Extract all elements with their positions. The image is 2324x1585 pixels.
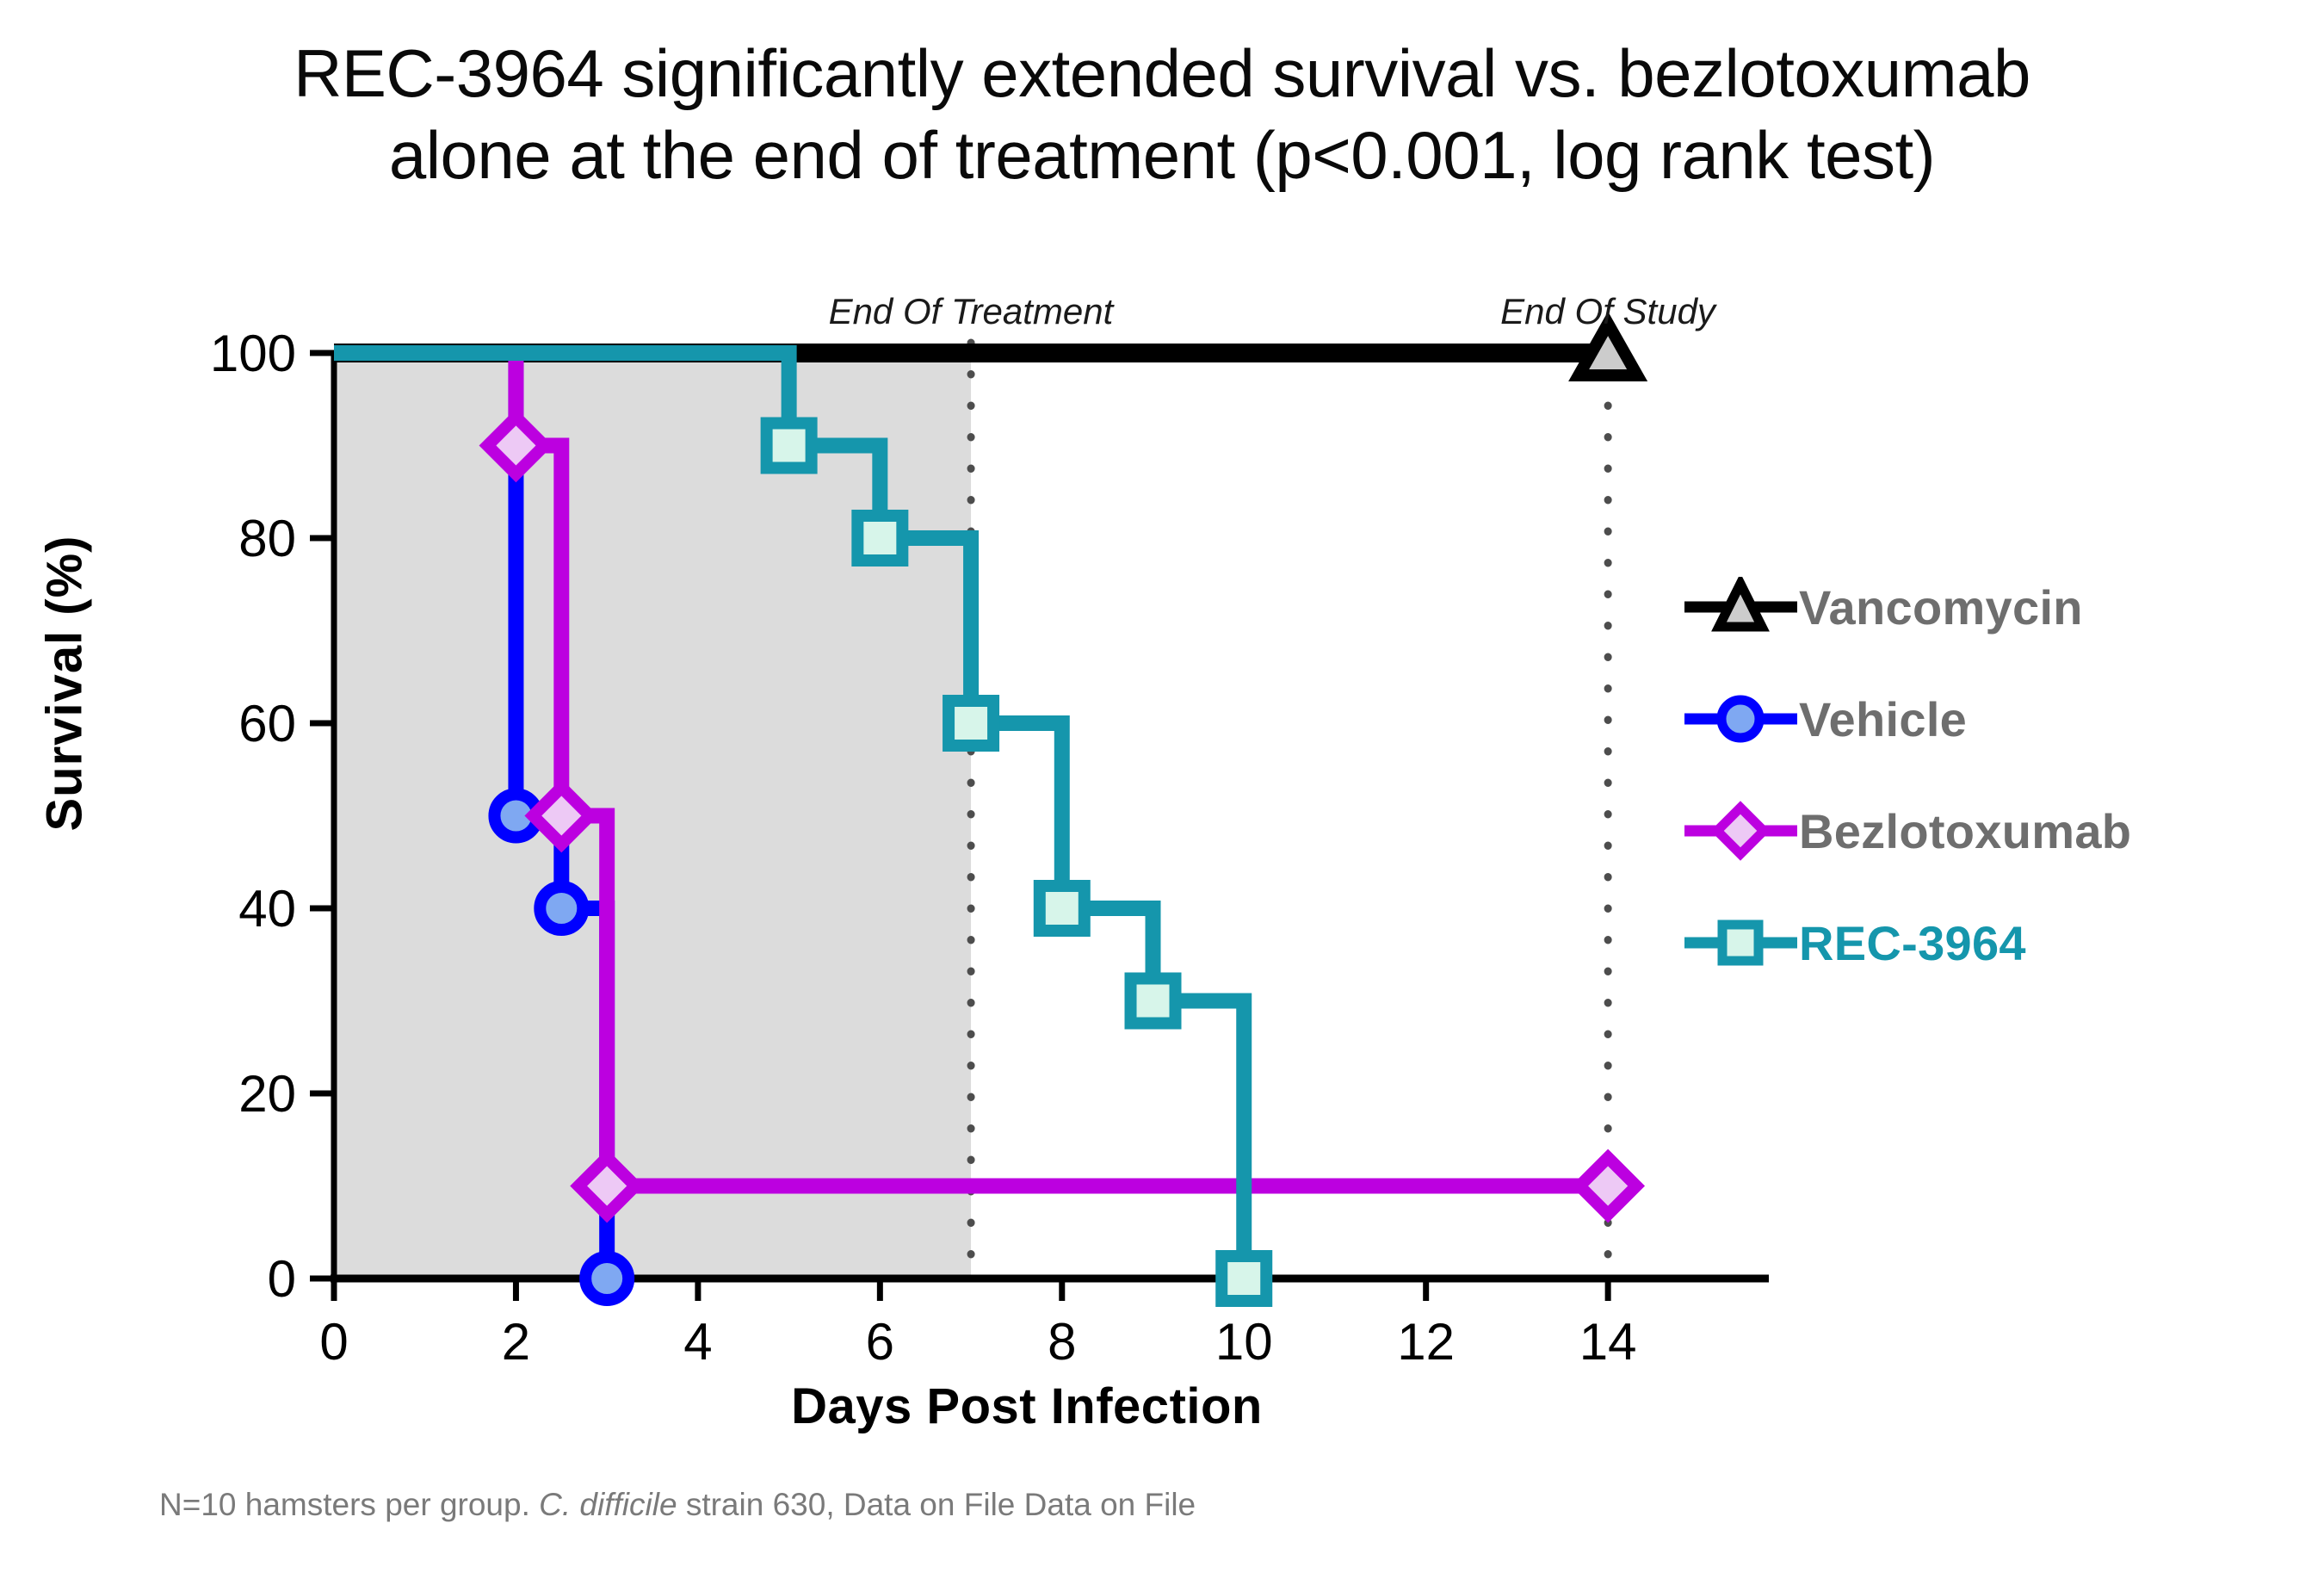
y-tick-label: 40 (238, 880, 296, 938)
marker-square-rec-3964 (1124, 972, 1182, 1030)
legend-label-bezlotoxumab: Bezlotoxumab (1799, 803, 2132, 858)
x-tick-label: 8 (1048, 1313, 1076, 1371)
series-line-bezlotoxumab (334, 345, 1609, 1194)
marker-square-rec-3964 (851, 510, 909, 567)
legend-label-rec-3964: REC-3964 (1799, 915, 2026, 970)
x-tick-label: 6 (866, 1313, 894, 1371)
legend-label-vehicle: Vehicle (1799, 691, 1968, 746)
x-tick-label: 0 (319, 1313, 348, 1371)
chart-title-line-1: REC-3964 significantly extended survival… (294, 35, 2030, 111)
y-tick-label: 0 (268, 1250, 296, 1308)
marker-square-rec-3964 (943, 695, 1000, 752)
marker-diamond-bezlotoxumab (479, 408, 553, 483)
footnote-part-1: N=10 hamsters per group. (159, 1487, 540, 1522)
marker-diamond-bezlotoxumab (570, 1149, 645, 1223)
y-tick-label: 100 (210, 325, 296, 382)
marker-triangle-vancomycin (1568, 311, 1648, 381)
x-tick-label: 14 (1579, 1313, 1637, 1371)
y-tick-label: 20 (238, 1065, 296, 1123)
chart-title-line-2: alone at the end of treatment (p<0.001, … (388, 117, 1936, 194)
chart-legend: Vancomycin Vehicle Bezlotoxumab REC-3964 (1683, 551, 2285, 999)
diamond-marker-icon (1683, 801, 1799, 861)
x-axis-label: Days Post Infection (791, 1378, 1263, 1434)
marker-square-rec-3964 (1215, 1250, 1273, 1307)
circle-marker-icon (1683, 689, 1799, 749)
y-tick-label: 80 (238, 510, 296, 567)
legend-item-vancomycin[interactable]: Vancomycin (1683, 551, 2285, 663)
treatment-shaded-region (334, 353, 972, 1279)
square-marker-icon (1683, 913, 1799, 973)
legend-item-rec-3964[interactable]: REC-3964 (1683, 887, 2285, 999)
footnote-part-2: strain 630, Data on File Data on File (677, 1487, 1196, 1522)
annotation-end-of-study: End Of Study (1500, 291, 1715, 331)
x-tick-label: 2 (502, 1313, 530, 1371)
marker-circle-vehicle (534, 881, 590, 936)
annotation-end-of-treatment: End Of Treatment (828, 291, 1114, 331)
marker-square-rec-3964 (1033, 880, 1091, 937)
x-tick-label: 10 (1215, 1313, 1273, 1371)
y-axis-label: Survival (%) (36, 535, 93, 832)
chart-title: REC-3964 significantly extended survival… (0, 33, 2324, 196)
marker-diamond-bezlotoxumab (524, 778, 599, 853)
y-tick-label: 60 (238, 695, 296, 752)
marker-square-rec-3964 (760, 417, 818, 474)
footnote-italic: C. difficile (539, 1487, 677, 1522)
x-tick-label: 4 (683, 1313, 712, 1371)
x-tick-label: 12 (1397, 1313, 1455, 1371)
legend-label-vancomycin: Vancomycin (1799, 579, 2083, 635)
triangle-marker-icon (1683, 573, 1799, 637)
legend-item-vehicle[interactable]: Vehicle (1683, 663, 2285, 775)
chart-footnote: N=10 hamsters per group. C. difficile st… (159, 1487, 1196, 1523)
legend-item-bezlotoxumab[interactable]: Bezlotoxumab (1683, 775, 2285, 887)
marker-diamond-bezlotoxumab (1571, 1149, 1646, 1223)
marker-circle-vehicle (579, 1251, 635, 1306)
